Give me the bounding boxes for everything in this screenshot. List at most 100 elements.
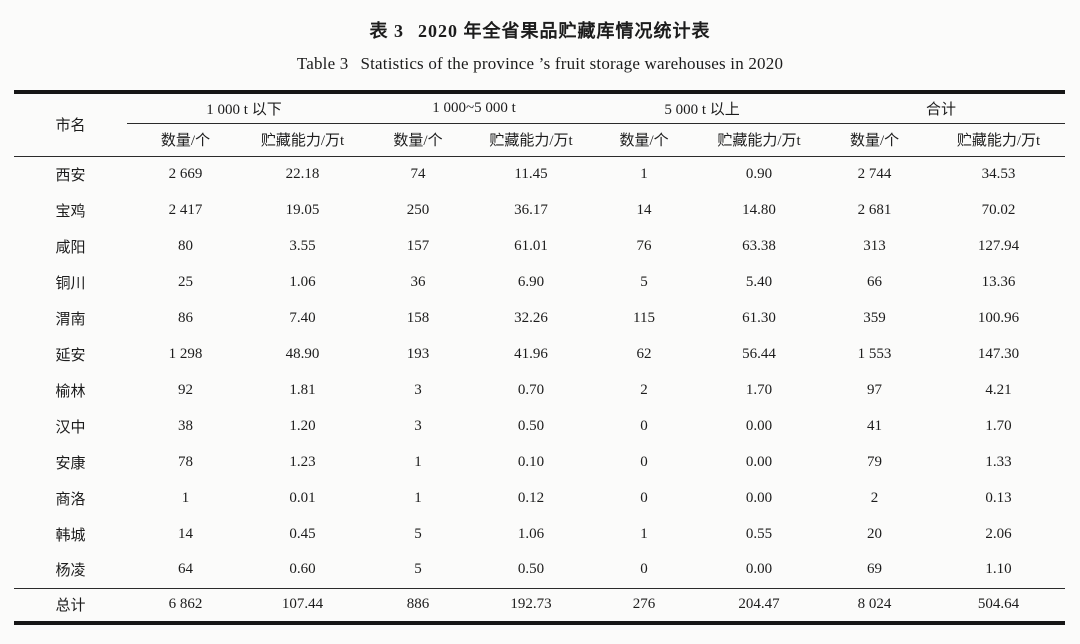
data-cell: 64 bbox=[178, 561, 193, 578]
data-cell: 4.21 bbox=[985, 381, 1012, 398]
data-cell: 20 bbox=[867, 525, 883, 542]
data-cell: 127.94 bbox=[977, 237, 1020, 254]
data-cell: 1.70 bbox=[745, 381, 773, 398]
table-row: 韩城 14 0.45 5 1.06 1 0.55 20 2.06 bbox=[14, 516, 1065, 552]
table-caption-zh-label: 表 3 bbox=[369, 21, 404, 41]
total-cell: 6 862 bbox=[127, 587, 244, 623]
table-caption-en-text: Statistics of the province ’s fruit stor… bbox=[360, 54, 784, 73]
row-label-city: 延安 bbox=[55, 347, 86, 364]
data-cell: 1.23 bbox=[289, 453, 316, 470]
column-group-total: 合计 bbox=[817, 92, 1066, 124]
table-row: 商洛 1 0.01 1 0.12 0 0.00 2 0.13 bbox=[14, 480, 1065, 516]
data-cell: 7.40 bbox=[289, 309, 316, 326]
data-cell: 2 bbox=[640, 381, 648, 398]
data-cell: 6.90 bbox=[517, 273, 545, 290]
table-row: 汉中 38 1.20 3 0.50 0 0.00 41 1.70 bbox=[14, 408, 1065, 444]
data-cell: 19.05 bbox=[285, 201, 320, 218]
row-label-city: 杨凌 bbox=[55, 563, 86, 580]
data-cell: 0.45 bbox=[289, 525, 316, 542]
statistics-table: 市名 1 000 t 以下 1 000~5 000 t 5 000 t 以上 合… bbox=[14, 90, 1066, 625]
data-cell: 69 bbox=[867, 561, 883, 578]
data-cell: 1.10 bbox=[985, 561, 1012, 578]
data-cell: 78 bbox=[178, 453, 193, 470]
data-cell: 0.00 bbox=[745, 453, 773, 470]
column-header-city: 市名 bbox=[14, 92, 127, 157]
data-cell: 2 417 bbox=[168, 201, 203, 218]
column-header-capacity: 贮藏能力/万t bbox=[932, 123, 1066, 157]
data-cell: 0.70 bbox=[517, 381, 545, 398]
column-group-1000-5000t: 1 000~5 000 t bbox=[361, 92, 588, 124]
total-row-label: 总计 bbox=[14, 587, 127, 623]
data-cell: 2 669 bbox=[168, 165, 203, 182]
data-cell: 79 bbox=[867, 453, 883, 470]
data-cell: 1.70 bbox=[985, 417, 1012, 434]
data-cell: 313 bbox=[863, 237, 886, 254]
data-cell: 0.13 bbox=[985, 489, 1012, 506]
data-cell: 14 bbox=[178, 525, 193, 542]
data-cell: 0 bbox=[640, 561, 648, 578]
data-cell: 1.33 bbox=[985, 453, 1012, 470]
data-cell: 1.20 bbox=[289, 417, 316, 434]
row-label-city: 铜川 bbox=[55, 275, 86, 292]
data-cell: 2 bbox=[870, 489, 879, 506]
data-cell: 193 bbox=[406, 345, 430, 362]
data-cell: 38 bbox=[178, 417, 193, 434]
data-cell: 25 bbox=[178, 273, 193, 290]
column-header-capacity: 贮藏能力/万t bbox=[244, 123, 362, 157]
data-cell: 0.55 bbox=[745, 525, 773, 542]
data-cell: 5 bbox=[640, 273, 648, 290]
data-cell: 115 bbox=[633, 309, 655, 326]
data-cell: 14 bbox=[636, 201, 652, 218]
table-row: 铜川 25 1.06 36 6.90 5 5.40 66 13.36 bbox=[14, 264, 1065, 300]
data-cell: 86 bbox=[178, 309, 193, 326]
row-label-city: 宝鸡 bbox=[55, 203, 86, 220]
data-cell: 0.00 bbox=[745, 489, 773, 506]
data-cell: 5.40 bbox=[745, 273, 773, 290]
data-cell: 5 bbox=[414, 525, 422, 542]
data-cell: 14.80 bbox=[742, 201, 776, 218]
data-cell: 62 bbox=[636, 345, 652, 362]
data-cell: 5 bbox=[414, 561, 422, 578]
total-cell: 107.44 bbox=[244, 587, 362, 623]
data-cell: 0 bbox=[640, 417, 648, 434]
data-cell: 70.02 bbox=[981, 201, 1016, 218]
table-header-sub-row: 数量/个 贮藏能力/万t 数量/个 贮藏能力/万t 数量/个 贮藏能力/万t 数… bbox=[14, 123, 1066, 157]
table-row: 咸阳 80 3.55 157 61.01 76 63.38 313 127.94 bbox=[14, 228, 1065, 264]
data-cell: 0.50 bbox=[517, 561, 545, 578]
row-label-city: 汉中 bbox=[55, 419, 86, 436]
data-cell: 41.96 bbox=[514, 345, 548, 362]
column-group-under-1000t: 1 000 t 以下 bbox=[127, 92, 362, 124]
row-label-city: 商洛 bbox=[55, 491, 86, 508]
row-label-city: 韩城 bbox=[55, 527, 86, 544]
total-cell: 204.47 bbox=[701, 587, 818, 623]
column-header-count: 数量/个 bbox=[361, 123, 476, 157]
column-group-over-5000t: 5 000 t 以上 bbox=[587, 92, 818, 124]
data-cell: 3 bbox=[414, 381, 422, 398]
table-caption-zh-text: 2020 年全省果品贮藏库情况统计表 bbox=[418, 21, 711, 41]
data-cell: 157 bbox=[406, 237, 430, 254]
data-cell: 1 bbox=[181, 489, 190, 506]
table-row: 安康 78 1.23 1 0.10 0 0.00 79 1.33 bbox=[14, 444, 1065, 480]
table-row: 榆林 92 1.81 3 0.70 2 1.70 97 4.21 bbox=[14, 372, 1065, 408]
total-cell: 192.73 bbox=[475, 587, 588, 623]
data-cell: 0 bbox=[640, 489, 648, 506]
data-cell: 2 681 bbox=[857, 201, 892, 218]
data-cell: 97 bbox=[867, 381, 883, 398]
data-cell: 2.06 bbox=[985, 525, 1012, 542]
data-cell: 92 bbox=[178, 381, 193, 398]
data-cell: 13.36 bbox=[981, 273, 1016, 290]
row-label-city: 渭南 bbox=[55, 311, 86, 328]
column-header-count: 数量/个 bbox=[127, 123, 244, 157]
row-label-city: 西安 bbox=[55, 167, 86, 184]
total-cell: 8 024 bbox=[817, 587, 933, 623]
column-header-capacity: 贮藏能力/万t bbox=[475, 123, 588, 157]
data-cell: 359 bbox=[863, 309, 886, 326]
data-cell: 66 bbox=[867, 273, 883, 290]
data-cell: 0.01 bbox=[289, 489, 316, 506]
row-label-city: 安康 bbox=[55, 455, 86, 472]
row-label-city: 榆林 bbox=[55, 383, 86, 400]
column-header-capacity: 贮藏能力/万t bbox=[701, 123, 818, 157]
data-cell: 48.90 bbox=[285, 345, 320, 362]
data-cell: 61.30 bbox=[742, 309, 776, 326]
